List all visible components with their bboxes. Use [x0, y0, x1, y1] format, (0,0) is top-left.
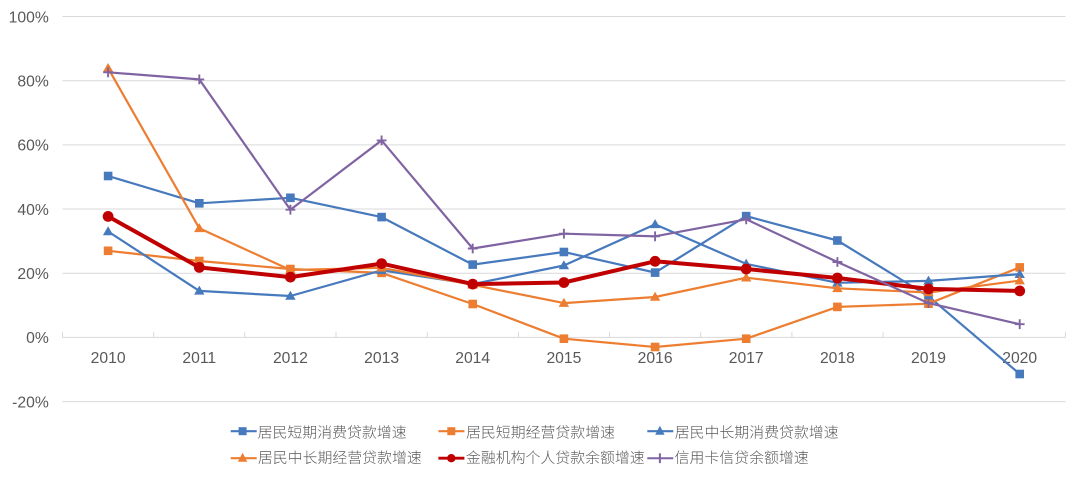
svg-text:100%: 100% — [9, 9, 49, 26]
svg-text:2018: 2018 — [820, 350, 855, 367]
svg-text:2015: 2015 — [546, 350, 581, 367]
svg-text:-20%: -20% — [12, 394, 49, 411]
svg-text:0%: 0% — [26, 330, 49, 347]
svg-text:2019: 2019 — [911, 350, 946, 367]
svg-text:60%: 60% — [17, 138, 48, 155]
svg-text:40%: 40% — [17, 202, 48, 219]
svg-text:2016: 2016 — [638, 350, 673, 367]
svg-text:2012: 2012 — [273, 350, 308, 367]
svg-text:2020: 2020 — [1002, 350, 1037, 367]
svg-text:2011: 2011 — [182, 350, 216, 367]
svg-text:2014: 2014 — [455, 350, 490, 367]
svg-text:2013: 2013 — [364, 350, 399, 367]
svg-text:80%: 80% — [17, 74, 48, 91]
svg-text:2010: 2010 — [91, 350, 126, 367]
svg-text:20%: 20% — [17, 266, 48, 283]
svg-text:2017: 2017 — [729, 350, 764, 367]
